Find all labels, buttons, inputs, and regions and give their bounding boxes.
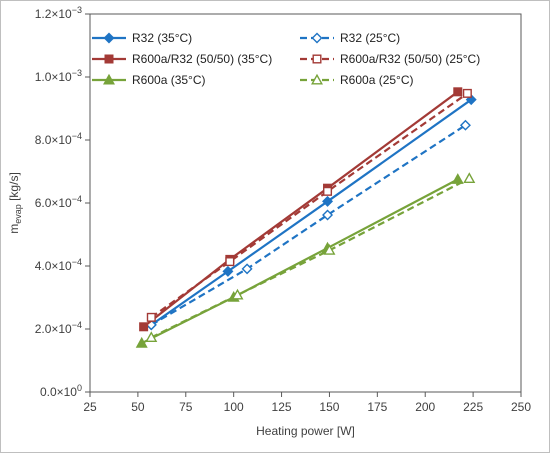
data-point bbox=[241, 263, 253, 275]
data-point bbox=[322, 195, 334, 207]
legend-label: R600a/R32 (50/50) (35°C) bbox=[132, 52, 272, 66]
y-tick-label: 0.0×100 bbox=[40, 383, 82, 399]
legend-marker bbox=[104, 54, 114, 64]
data-point bbox=[463, 172, 476, 183]
series-line bbox=[142, 90, 459, 328]
series-4 bbox=[146, 88, 472, 322]
legend: R32 (35°C) R32 (25°C) R600a/R32 (50/50) (3… bbox=[92, 31, 480, 87]
legend-marker bbox=[311, 73, 323, 85]
x-tick-label: 225 bbox=[463, 400, 483, 414]
series-2 bbox=[145, 119, 471, 331]
x-tick-label: 175 bbox=[367, 400, 387, 414]
x-tick-label: 125 bbox=[272, 400, 292, 414]
x-tick-label: 75 bbox=[179, 400, 193, 414]
y-tick-label: 4.0×10−4 bbox=[35, 257, 82, 273]
legend-marker bbox=[312, 54, 322, 64]
x-tick-label: 150 bbox=[319, 400, 339, 414]
legend-marker bbox=[311, 32, 323, 44]
data-point bbox=[135, 336, 148, 348]
legend-label: R32 (25°C) bbox=[340, 31, 400, 45]
legend-label: R32 (35°C) bbox=[132, 31, 192, 45]
legend-item: R600a (35°C) bbox=[92, 73, 206, 87]
data-point bbox=[453, 87, 463, 97]
legend-item: R32 (25°C) bbox=[300, 31, 400, 45]
y-tick-label: 6.0×10−4 bbox=[35, 194, 82, 210]
series-line bbox=[150, 92, 468, 319]
data-point bbox=[322, 209, 334, 221]
y-tick-label: 2.0×10−4 bbox=[35, 320, 82, 336]
y-tick-label: 1.2×10−3 bbox=[35, 5, 82, 21]
legend-label: R600a/R32 (50/50) (25°C) bbox=[340, 52, 480, 66]
x-tick-label: 25 bbox=[83, 400, 97, 414]
data-point bbox=[462, 88, 472, 98]
legend-label: R600a (25°C) bbox=[340, 73, 414, 87]
series-6 bbox=[145, 172, 476, 343]
legend-item: R600a/R32 (50/50) (35°C) bbox=[92, 52, 272, 66]
y-axis-title: mevap [kg/s] bbox=[7, 172, 23, 234]
legend-label: R600a (35°C) bbox=[132, 73, 206, 87]
data-point bbox=[225, 257, 235, 267]
data-point bbox=[231, 288, 244, 300]
data-point bbox=[323, 186, 333, 196]
legend-item: R32 (35°C) bbox=[92, 31, 192, 45]
series-1 bbox=[145, 94, 477, 331]
legend-item: R600a (25°C) bbox=[300, 73, 414, 87]
data-point bbox=[459, 119, 471, 131]
data-point bbox=[323, 244, 336, 255]
series-line bbox=[150, 177, 470, 339]
y-tick-label: 8.0×10−4 bbox=[35, 131, 82, 147]
legend-item: R600a/R32 (50/50) (25°C) bbox=[300, 52, 480, 66]
data-point bbox=[139, 322, 149, 332]
series-3 bbox=[139, 87, 463, 332]
x-tick-label: 200 bbox=[415, 400, 435, 414]
series-line bbox=[150, 124, 467, 326]
y-tick-label: 1.0×10−3 bbox=[35, 68, 82, 84]
data-point bbox=[222, 265, 234, 277]
x-tick-label: 100 bbox=[224, 400, 244, 414]
legend-marker bbox=[103, 73, 115, 85]
series-line bbox=[150, 98, 472, 326]
x-tick-label: 50 bbox=[131, 400, 145, 414]
data-point bbox=[146, 312, 156, 322]
legend-marker bbox=[103, 32, 115, 44]
x-axis-title: Heating power [W] bbox=[256, 424, 355, 438]
x-tick-label: 250 bbox=[511, 400, 531, 414]
series-line bbox=[141, 178, 459, 345]
data-point bbox=[145, 331, 158, 343]
plot-area: 25 50 75 100 125 150 175 200 225 250 0.0×100 2.0×10… bbox=[35, 5, 532, 414]
